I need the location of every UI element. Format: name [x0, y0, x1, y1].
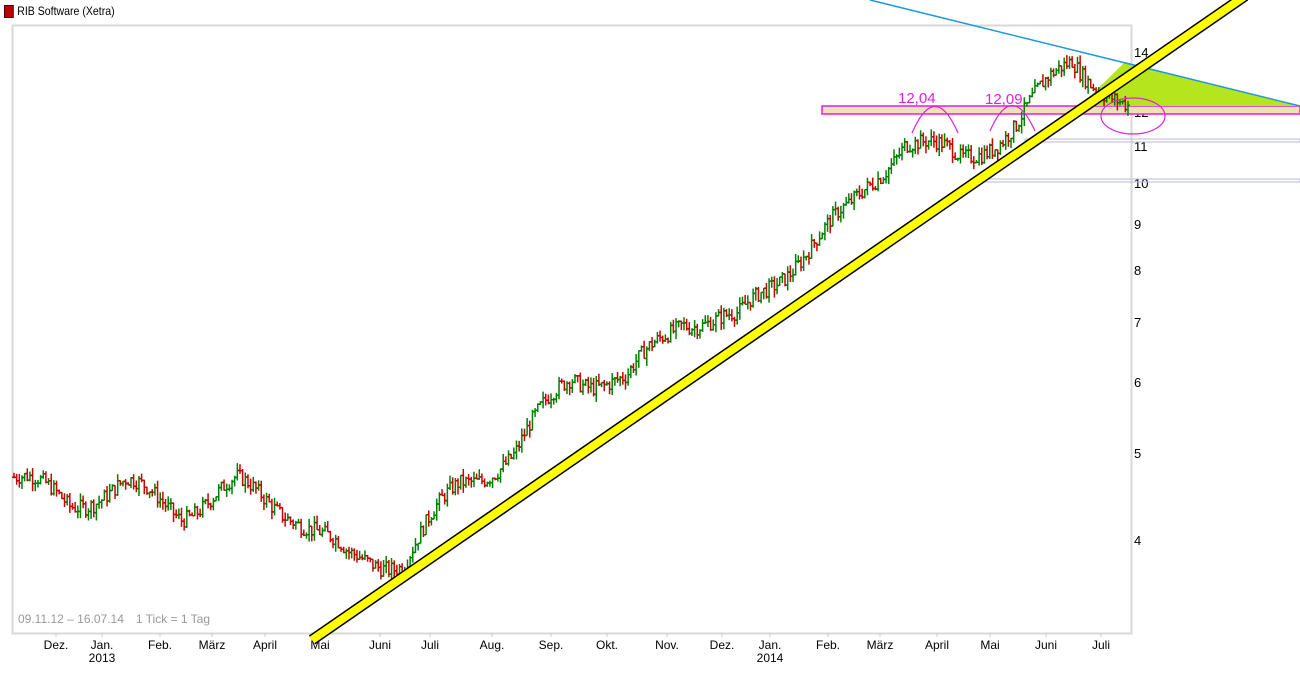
resistance-trendline: [869, 0, 1300, 107]
y-tick-label: 14: [1134, 45, 1148, 60]
peak-label-2: 12,09: [985, 91, 1023, 108]
y-tick-label: 4: [1134, 533, 1141, 548]
x-tick-label: Aug.: [480, 638, 505, 652]
chart-title-text: RIB Software (Xetra): [17, 4, 115, 18]
x-tick-year: 2014: [757, 651, 784, 665]
y-tick-label: 9: [1134, 217, 1141, 232]
y-tick-label: 11: [1134, 139, 1148, 154]
y-tick-label: 5: [1134, 446, 1141, 461]
support-trendline: [308, 0, 1249, 645]
plot-frame: [11, 24, 1133, 635]
support-line-11: [1024, 138, 1300, 143]
x-tick-label: Jan.: [759, 638, 782, 652]
peak-arc-1: [911, 105, 959, 134]
x-tick-label: April: [925, 638, 949, 652]
resistance-zone: [821, 105, 1300, 115]
x-tick-label: Juli: [421, 638, 439, 652]
x-tick-label: Jan.: [91, 638, 114, 652]
x-tick-label: April: [253, 638, 277, 652]
x-tick-label: Dez.: [44, 638, 69, 652]
x-tick-label: Mai: [980, 638, 999, 652]
peak-label-1: 12,04: [898, 90, 936, 107]
x-tick-label: Dez.: [710, 638, 735, 652]
x-tick-label: März: [199, 638, 226, 652]
x-tick-label: Feb.: [148, 638, 172, 652]
peak-arc-2: [989, 104, 1036, 132]
x-tick-label: Okt.: [596, 638, 618, 652]
x-tick-label: März: [867, 638, 894, 652]
x-tick-label: Sep.: [539, 638, 564, 652]
date-range: 09.11.12 – 16.07.14 1 Tick = 1 Tag: [18, 612, 210, 626]
ohlc-bars: [12, 55, 1130, 581]
y-tick-label: 8: [1134, 263, 1141, 278]
y-axis: 4567891011121314: [1134, 45, 1148, 548]
x-tick-label: Juni: [1035, 638, 1057, 652]
chart-title: RIB Software (Xetra): [4, 4, 115, 18]
highlight-ellipse: [1100, 97, 1166, 135]
x-tick-label: Juni: [369, 638, 391, 652]
x-tick-label: Nov.: [655, 638, 679, 652]
y-tick-label: 6: [1134, 375, 1141, 390]
x-tick-label: Feb.: [816, 638, 840, 652]
y-tick-label: 10: [1134, 176, 1148, 191]
x-tick-label: Juli: [1092, 638, 1110, 652]
x-tick-year: 2013: [89, 651, 116, 665]
y-tick-label: 7: [1134, 315, 1141, 330]
legend-swatch: [4, 4, 14, 18]
